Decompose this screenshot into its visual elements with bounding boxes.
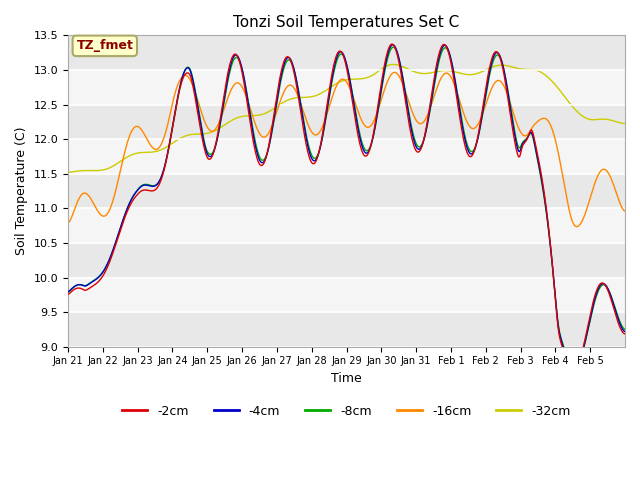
X-axis label: Time: Time (331, 372, 362, 385)
Bar (68, 243, 625, 277)
Text: TZ_fmet: TZ_fmet (76, 39, 133, 52)
Title: Tonzi Soil Temperatures Set C: Tonzi Soil Temperatures Set C (234, 15, 460, 30)
Legend: -2cm, -4cm, -8cm, -16cm, -32cm: -2cm, -4cm, -8cm, -16cm, -32cm (117, 400, 576, 423)
Bar (68, 139, 625, 174)
Bar (68, 208, 625, 243)
Bar (68, 1, 625, 36)
Bar (68, 174, 625, 208)
Y-axis label: Soil Temperature (C): Soil Temperature (C) (15, 127, 28, 255)
Bar (68, 277, 625, 312)
Bar (68, 70, 625, 105)
Bar (68, 36, 625, 70)
Bar (68, 312, 625, 347)
Bar (68, 105, 625, 139)
